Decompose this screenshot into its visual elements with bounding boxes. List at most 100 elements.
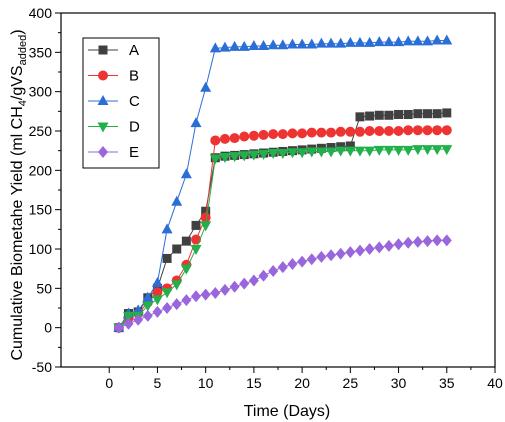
data-point-c: [306, 38, 318, 49]
data-point-d: [402, 145, 414, 156]
data-point-a: [181, 236, 191, 246]
data-point-d: [344, 146, 356, 157]
data-point-d: [190, 245, 202, 255]
data-point-e: [326, 249, 337, 262]
data-point-d: [171, 280, 183, 291]
data-point-c: [277, 39, 289, 50]
y-tick-label: 50: [36, 280, 52, 296]
data-point-b: [374, 126, 385, 136]
data-point-d: [258, 149, 270, 160]
data-point-e: [268, 265, 279, 278]
data-point-c: [209, 42, 221, 53]
data-point-d: [142, 301, 154, 312]
data-point-d: [286, 148, 298, 159]
data-point-c: [238, 40, 250, 51]
data-point-a: [365, 111, 375, 121]
data-point-b: [383, 126, 394, 136]
data-point-b: [364, 126, 375, 136]
data-point-e: [219, 283, 230, 296]
data-point-c: [229, 40, 241, 51]
data-point-e: [364, 243, 375, 255]
data-point-b: [297, 128, 308, 139]
y-axis-ticks: -50 0 50 100 150 200 250 300 350 400: [29, 5, 61, 375]
y-axis-title-main: Cumulative Biometahe Yield (ml CH: [9, 106, 26, 360]
data-point-d: [315, 147, 327, 158]
data-point-e: [277, 261, 288, 274]
data-point-d: [364, 146, 376, 157]
data-point-e: [403, 236, 414, 249]
data-point-a: [413, 109, 423, 119]
data-point-d: [441, 145, 453, 156]
data-point-b: [422, 125, 433, 136]
x-tick-label: 40: [487, 375, 503, 391]
legend-marker-d: [97, 122, 109, 133]
data-point-a: [355, 112, 365, 122]
data-point-b: [287, 128, 298, 139]
data-point-c: [161, 223, 173, 234]
data-point-e: [239, 277, 250, 290]
data-point-d: [161, 288, 173, 299]
data-point-b: [229, 133, 240, 144]
data-point-b: [316, 127, 327, 138]
y-tick-label: 300: [29, 84, 53, 100]
data-point-e: [374, 241, 385, 254]
data-point-d: [421, 145, 433, 156]
x-tick-label: 0: [105, 375, 113, 391]
data-point-d: [335, 146, 347, 157]
data-point-b: [219, 133, 230, 144]
legend-label-b: B: [129, 68, 139, 85]
data-point-a: [374, 110, 384, 120]
data-point-c: [132, 304, 144, 315]
series-d-line: [118, 148, 447, 329]
data-point-d: [306, 147, 318, 158]
x-tick-label: 35: [439, 375, 455, 391]
data-point-a: [403, 109, 413, 119]
x-tick-label: 10: [198, 375, 214, 391]
data-point-b: [268, 129, 279, 140]
legend-marker-a: [98, 45, 108, 55]
data-point-b: [393, 126, 404, 136]
data-point-a: [162, 253, 172, 263]
data-point-d: [296, 148, 308, 159]
data-point-e: [248, 274, 259, 287]
y-tick-label: 0: [44, 320, 52, 336]
series-d: [113, 145, 453, 334]
data-point-d: [248, 150, 260, 161]
data-point-c: [171, 195, 183, 206]
data-point-e: [113, 321, 124, 334]
data-point-c: [402, 35, 414, 46]
data-point-a: [345, 141, 355, 151]
data-point-b: [335, 126, 346, 137]
data-point-b: [306, 127, 317, 138]
series-group: [113, 34, 453, 334]
x-tick-label: 25: [343, 375, 359, 391]
data-point-c: [151, 276, 163, 287]
data-point-e: [191, 290, 202, 303]
data-point-d: [373, 145, 385, 156]
data-point-e: [152, 305, 163, 318]
y-axis-title: Cumulative Biometahe Yield (ml CH4/gVSad…: [9, 29, 29, 360]
data-point-b: [258, 129, 269, 140]
data-point-e: [258, 269, 269, 282]
data-point-d: [229, 152, 241, 163]
data-point-b: [354, 126, 365, 137]
data-point-b: [432, 125, 443, 136]
legend-marker-b: [98, 70, 108, 81]
x-tick-label: 20: [294, 375, 310, 391]
data-point-c: [248, 40, 260, 51]
data-point-e: [142, 309, 153, 322]
data-point-c: [373, 36, 385, 47]
data-point-e: [393, 238, 404, 251]
data-point-d: [412, 145, 424, 156]
data-point-d: [123, 311, 135, 322]
series-e: [113, 234, 452, 334]
series-c: [113, 34, 453, 332]
x-tick-label: 5: [154, 375, 162, 391]
data-point-e: [210, 287, 221, 300]
data-point-e: [171, 298, 182, 311]
data-point-c: [219, 41, 231, 52]
legend-label-e: E: [129, 144, 139, 161]
data-point-e: [316, 250, 327, 263]
